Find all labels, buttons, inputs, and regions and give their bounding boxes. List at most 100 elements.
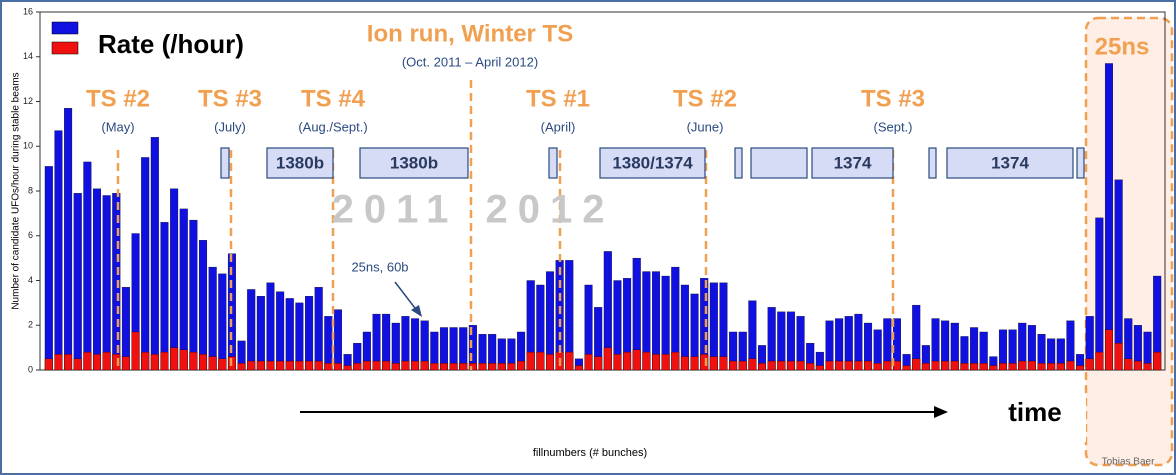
- annotation: Ion run, Winter TS: [367, 20, 573, 47]
- bar: [671, 351, 680, 371]
- bar: [796, 360, 805, 371]
- annotation: (April): [541, 119, 576, 134]
- annotation: time: [1008, 397, 1061, 427]
- bar: [305, 296, 314, 371]
- bar: [276, 291, 285, 371]
- bar: [54, 354, 63, 371]
- bar: [912, 358, 921, 371]
- bar: [815, 365, 824, 371]
- bar: [623, 351, 632, 371]
- bar: [449, 363, 458, 371]
- bar: [864, 360, 873, 371]
- bar: [208, 356, 217, 371]
- bar: [1056, 363, 1065, 371]
- bar: [892, 360, 901, 371]
- ts-lines: [116, 80, 895, 370]
- bar: [189, 219, 198, 371]
- bar: [507, 363, 516, 371]
- bar: [353, 363, 362, 371]
- bar: [247, 360, 256, 371]
- bar: [247, 289, 256, 371]
- bar: [237, 363, 246, 371]
- fill-box-label: 1374: [991, 153, 1029, 172]
- bar: [941, 360, 950, 371]
- bar: [266, 282, 275, 371]
- fill-box: [1076, 147, 1085, 179]
- bar: [199, 354, 208, 371]
- bar: [179, 349, 188, 371]
- time-arrow-head: [934, 406, 948, 418]
- y-tick-label: 10: [23, 141, 33, 151]
- bar: [189, 351, 198, 371]
- bar: [960, 363, 969, 371]
- fill-box: [548, 147, 558, 179]
- bar: [121, 356, 130, 371]
- bar: [141, 157, 150, 371]
- bar: [1124, 358, 1133, 371]
- bar: [854, 360, 863, 371]
- bar: [1076, 365, 1085, 371]
- fill-box: [928, 147, 937, 179]
- bar: [468, 363, 477, 371]
- annotation: (July): [214, 119, 246, 134]
- bar: [1027, 360, 1036, 371]
- bar: [218, 273, 227, 371]
- annotation: (Sept.): [873, 119, 912, 134]
- bar: [295, 302, 304, 371]
- annotation: TS #3: [861, 85, 925, 112]
- bar: [199, 240, 208, 371]
- bar: [64, 108, 73, 371]
- bar: [170, 188, 179, 371]
- bar: [719, 356, 728, 371]
- y-tick-label: 2: [28, 320, 33, 330]
- bar: [767, 307, 776, 371]
- bar: [73, 358, 82, 371]
- bar: [1114, 342, 1123, 371]
- bar: [488, 363, 497, 371]
- annotation: 25ns, 60b: [351, 259, 408, 274]
- bar: [584, 354, 593, 371]
- bar: [93, 354, 102, 371]
- bar: [1143, 363, 1152, 371]
- annotation: 25ns: [1095, 33, 1150, 60]
- bar: [314, 360, 323, 371]
- y-tick-label: 6: [28, 230, 33, 240]
- bar: [594, 356, 603, 371]
- bar: [835, 360, 844, 371]
- fill-box: [734, 147, 743, 179]
- pointer-arrow: [394, 281, 419, 313]
- bar: [391, 363, 400, 371]
- fill-box: [359, 147, 469, 179]
- fill-box: [811, 147, 894, 179]
- fill-box: [750, 147, 808, 179]
- fill-box: [946, 147, 1074, 179]
- bar: [680, 356, 689, 371]
- bar: [825, 360, 834, 371]
- bar: [64, 354, 73, 371]
- bar: [1114, 179, 1123, 371]
- bar: [160, 222, 169, 371]
- y-tick-label: 14: [23, 51, 33, 61]
- bar: [1085, 358, 1094, 371]
- bar: [748, 358, 757, 371]
- bar: [54, 130, 63, 371]
- bar: [632, 349, 641, 371]
- bar: [266, 360, 275, 371]
- bar: [112, 354, 121, 371]
- bar: [574, 365, 583, 371]
- bar: [160, 351, 169, 371]
- bar: [285, 298, 294, 371]
- annotation: 2012: [486, 188, 615, 232]
- bar: [690, 356, 699, 371]
- bar: [758, 363, 767, 371]
- bar: [777, 360, 786, 371]
- fill-box: [266, 147, 334, 179]
- bar: [208, 266, 217, 371]
- annotation: Tobias Baer: [1102, 457, 1155, 468]
- bar: [141, 351, 150, 371]
- bar: [179, 208, 188, 371]
- bar: [950, 360, 959, 371]
- bar: [1133, 360, 1142, 371]
- annotation: TS #4: [301, 85, 366, 112]
- bar: [391, 322, 400, 371]
